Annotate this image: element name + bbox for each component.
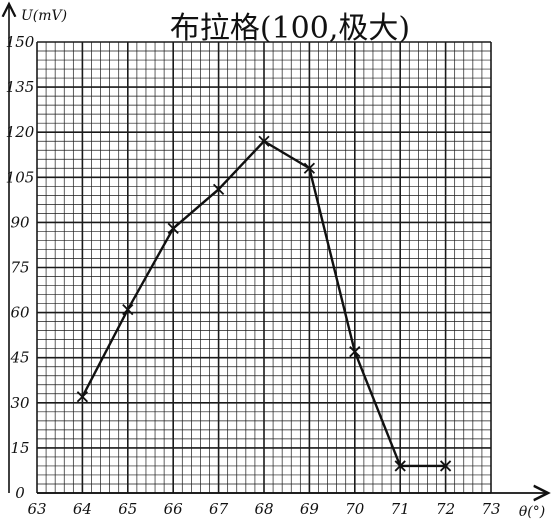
y-tick-label: 45 (9, 349, 29, 367)
x-tick-label: 72 (436, 500, 455, 518)
data-point (303, 162, 316, 174)
data-point (394, 460, 406, 472)
y-tick-label: 150 (6, 33, 35, 51)
x-tick-label: 71 (391, 500, 410, 518)
grid (36, 41, 492, 494)
tick-labels: 63 64 65 66 67 68 69 70 71 72 73 0 15 30 45 60 75 90 105 12… (6, 33, 501, 518)
x-tick-label: 70 (345, 500, 365, 518)
x-axis-label: θ(°) (519, 504, 545, 520)
x-tick-label: 65 (118, 500, 137, 518)
y-axis-label: U(mV) (21, 8, 67, 24)
x-tick-label: 68 (254, 500, 273, 518)
x-tick-label: 67 (209, 500, 229, 518)
x-tick-label: 66 (164, 500, 184, 518)
y-tick-label: 75 (10, 259, 29, 277)
y-tick-label: 0 (15, 484, 25, 502)
data-point (76, 391, 89, 403)
y-tick-label: 120 (6, 123, 35, 141)
axes (9, 4, 548, 493)
x-tick-label: 73 (481, 500, 500, 518)
y-tick-label: 90 (10, 213, 30, 231)
data-point (122, 303, 134, 316)
y-tick-label: 135 (6, 78, 35, 96)
chart-title: 布拉格(100,极大) (170, 11, 410, 46)
y-tick-label: 15 (10, 439, 29, 457)
data-series (76, 135, 452, 472)
data-point (212, 183, 225, 195)
x-tick-label: 64 (73, 500, 92, 518)
x-tick-label: 69 (300, 500, 320, 518)
y-tick-label: 30 (10, 394, 30, 412)
data-point (349, 346, 361, 358)
data-point (167, 222, 179, 235)
y-tick-label: 105 (6, 168, 35, 186)
data-point (439, 460, 452, 472)
data-point (258, 135, 270, 147)
y-tick-label: 60 (10, 304, 30, 322)
x-tick-label: 63 (27, 500, 46, 518)
